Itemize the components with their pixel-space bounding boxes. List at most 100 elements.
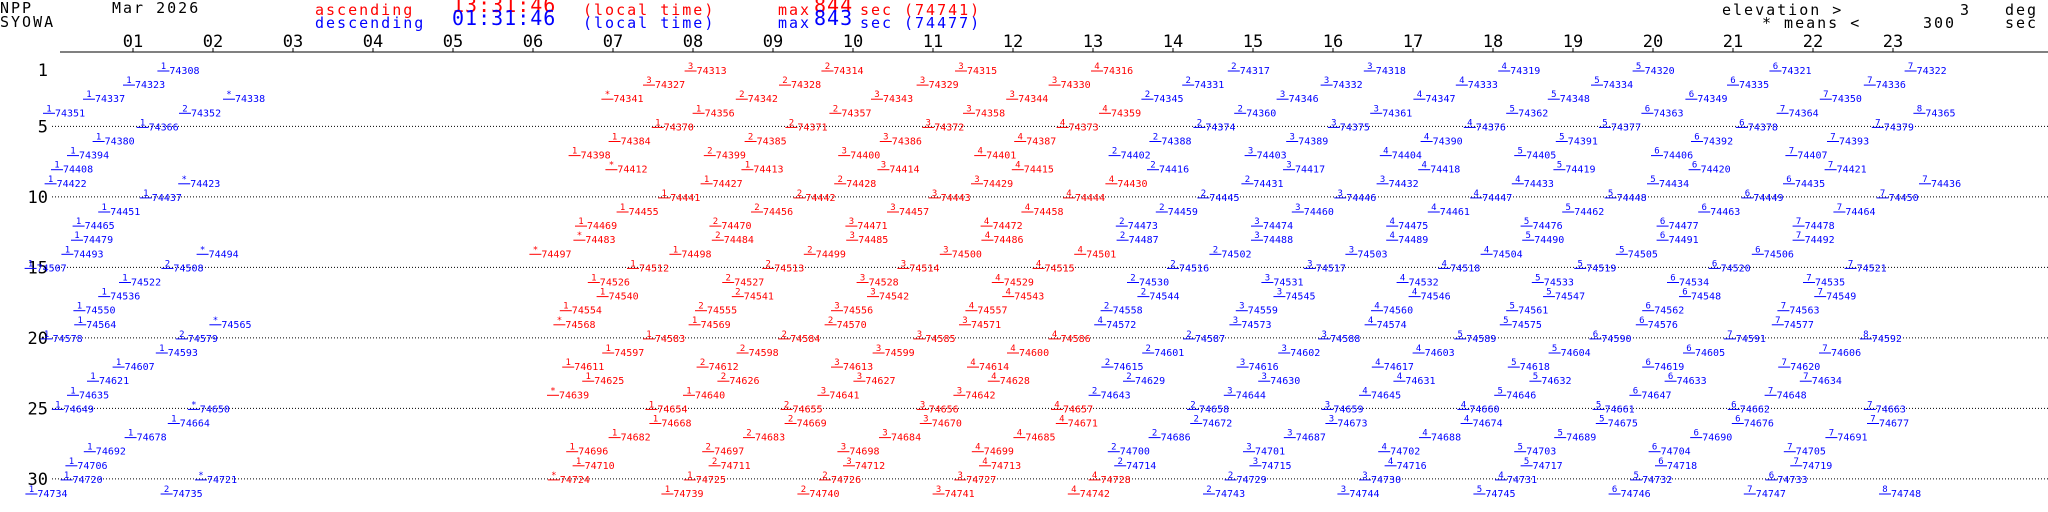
pass-elevation-mark: 1 [70,386,75,396]
pass-elevation-mark: 1 [630,259,635,269]
descending-orbit-label: 74420 [1701,165,1731,176]
descending-orbit-label: 74743 [1215,489,1245,500]
pass-elevation-mark: 3 [881,161,886,171]
pass-elevation-mark: 6 [1593,330,1598,340]
pass-elevation-mark: * [213,316,218,326]
pass-elevation-mark: 6 [1633,386,1638,396]
descending-orbit-label: 74631 [1405,376,1435,387]
pass-elevation-mark: * [198,471,203,481]
pass-elevation-mark: * [605,90,610,100]
pass-elevation-mark: 6 [1645,358,1650,368]
descending-orbit-label: 74405 [1526,151,1556,162]
descending-orbit-label: 74565 [221,320,251,331]
pass-elevation-mark: 4 [982,457,987,467]
ascending-orbit-label: 74613 [843,362,873,373]
descending-max-sec: 843 [814,6,854,30]
pass-elevation-mark: 7 [1830,133,1835,143]
descending-orbit-label: 74675 [1608,419,1638,430]
ascending-orbit-label: 74670 [932,419,962,430]
ascending-orbit-label: 74442 [805,193,835,204]
pass-elevation-mark: 6 [1769,471,1774,481]
pass-elevation-mark: 2 [1130,274,1135,284]
pass-elevation-mark: 8 [1882,485,1887,495]
ascending-orbit-label: 74401 [986,151,1016,162]
pass-elevation-mark: 3 [834,302,839,312]
descending-orbit-label: 74345 [1153,94,1183,105]
ascending-orbit-label: 74373 [1069,122,1099,133]
pass-elevation-mark: 5 [1565,203,1570,213]
pass-elevation-mark: 1 [44,330,49,340]
descending-orbit-label: 74632 [1541,376,1571,387]
pass-elevation-mark: 3 [1321,330,1326,340]
descending-orbit-label: 74380 [105,137,135,148]
ascending-orbit-label: 74728 [1101,475,1131,486]
ascending-orbit-label: 74611 [574,362,604,373]
descending-orbit-label: 74645 [1371,390,1401,401]
descending-orbit-label: 74691 [1837,433,1867,444]
y-tick-label: 5 [38,117,48,137]
pass-elevation-mark: 3 [857,372,862,382]
ascending-orbit-label: 74599 [885,348,915,359]
pass-elevation-mark: 1 [600,288,605,298]
pass-elevation-mark: 1 [54,161,59,171]
pass-elevation-mark: 3 [874,90,879,100]
pass-elevation-mark: 6 [1689,90,1694,100]
pass-elevation-mark: 6 [1735,415,1740,425]
pass-elevation-mark: 6 [1658,457,1663,467]
ascending-orbit-label: 74526 [600,278,630,289]
descending-orbit-label: 74635 [79,390,109,401]
y-tick-label: 25 [28,399,48,419]
descending-orbit-label: 74536 [110,292,140,303]
pass-elevation-mark: 3 [646,76,651,86]
pass-elevation-mark: 3 [1254,217,1259,227]
pass-elevation-mark: * [609,161,614,171]
ascending-orbit-label: 74740 [809,489,839,500]
descending-orbit-label: 74678 [137,433,167,444]
descending-orbit-label: 74505 [1628,249,1658,260]
pass-elevation-mark: 1 [745,161,750,171]
pass-elevation-mark: 7 [1875,118,1880,128]
y-tick-label: 30 [28,470,48,490]
pass-elevation-mark: 3 [1227,386,1232,396]
means-value: 300 [1923,14,1957,32]
x-tick-label: 16 [1323,32,1343,52]
descending-orbit-label: 74322 [1917,66,1947,77]
pass-elevation-mark: 4 [970,358,975,368]
descending-orbit-label: 74575 [1512,320,1542,331]
descending-orbit-label: 74601 [1154,348,1184,359]
descending-orbit-label: 74392 [1703,137,1733,148]
pass-elevation-mark: 4 [985,231,990,241]
pass-elevation-mark: 8 [1863,330,1868,340]
descending-orbit-label: 74747 [1756,489,1786,500]
pass-elevation-mark: 4 [1459,76,1464,86]
pass-elevation-mark: 1 [48,175,53,185]
pass-elevation-mark: 1 [46,104,51,114]
descending-orbit-label: 74520 [1721,263,1751,274]
descending-orbit-label: 74347 [1425,94,1455,105]
pass-elevation-mark: 3 [876,344,881,354]
pass-elevation-mark: 2 [782,76,787,86]
descending-orbit-label: 74676 [1744,419,1774,430]
descending-orbit-label: 74590 [1601,334,1631,345]
elevation-label: elevation > [1722,1,1844,19]
descending-orbit-label: 74700 [1120,447,1150,458]
ascending-orbit-label: 74571 [971,320,1001,331]
descending-orbit-label: 74546 [1421,292,1451,303]
pass-elevation-mark: 1 [565,358,570,368]
descending-orbit-label: 74477 [1669,221,1699,232]
pass-elevation-mark: 6 [1712,259,1717,269]
ascending-orbit-label: 74484 [724,235,754,246]
descending-orbit-label: 74578 [53,334,83,345]
x-tick-label: 23 [1883,32,1903,52]
pass-elevation-mark: 7 [1880,189,1885,199]
descending-orbit-label: 74379 [1884,122,1914,133]
descending-orbit-label: 74478 [1805,221,1835,232]
ascending-orbit-label: 74529 [1004,278,1034,289]
descending-orbit-label: 74732 [1642,475,1672,486]
pass-elevation-mark: 7 [1789,147,1794,157]
descending-orbit-label: 74507 [37,263,67,274]
descending-orbit-label: 74735 [173,489,203,500]
pass-elevation-mark: 3 [958,62,963,72]
descending-orbit-label: 74374 [1205,122,1235,133]
pass-elevation-mark: 6 [1668,372,1673,382]
